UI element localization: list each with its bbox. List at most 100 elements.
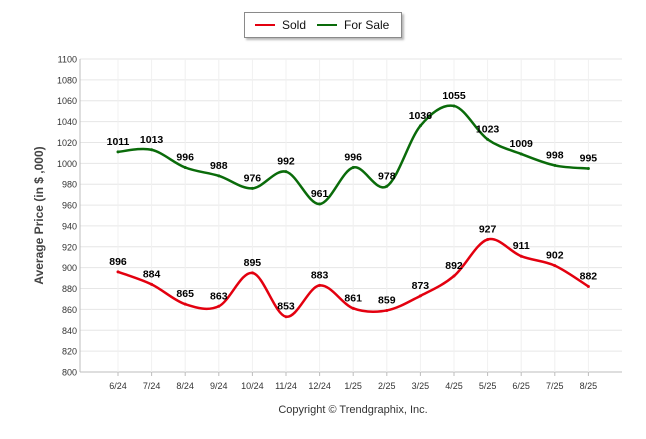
data-point-for-sale [418, 124, 422, 128]
data-point-for-sale [284, 170, 288, 174]
data-label-for-sale: 998 [546, 149, 564, 161]
data-label-sold: 911 [513, 240, 530, 252]
data-point-sold [351, 306, 355, 310]
y-tick-label: 820 [62, 347, 77, 357]
data-label-sold: 873 [412, 280, 430, 292]
data-label-for-sale: 1013 [140, 134, 164, 146]
data-point-for-sale [183, 166, 187, 170]
copyright-text: Copyright © Trendgraphix, Inc. [278, 404, 427, 416]
x-tick-label: 8/25 [580, 381, 598, 391]
data-point-sold [418, 294, 422, 298]
legend-swatch-for-sale [317, 24, 337, 26]
x-tick-label: 2/25 [378, 381, 396, 391]
data-point-sold [519, 254, 523, 258]
data-label-sold: 895 [244, 257, 262, 269]
x-tick-label: 5/25 [479, 381, 497, 391]
y-tick-label: 920 [62, 242, 77, 252]
data-label-sold: 883 [311, 269, 329, 281]
x-tick-label: 11/24 [275, 381, 297, 391]
data-label-for-sale: 995 [580, 153, 598, 165]
data-point-for-sale [250, 186, 254, 190]
data-label-for-sale: 976 [244, 172, 262, 184]
x-tick-label: 1/25 [344, 381, 362, 391]
data-label-for-sale: 1011 [107, 136, 130, 148]
y-tick-label: 1040 [57, 117, 77, 127]
x-tick-label: 6/24 [109, 381, 127, 391]
data-point-for-sale [318, 202, 322, 206]
y-tick-label: 1020 [57, 138, 77, 148]
data-point-sold [217, 304, 221, 308]
data-label-for-sale: 978 [378, 170, 396, 182]
data-point-for-sale [217, 174, 221, 178]
data-point-sold [116, 270, 120, 274]
legend-label-sold: Sold [282, 18, 307, 32]
data-label-sold: 896 [109, 256, 127, 268]
data-label-for-sale: 988 [210, 160, 228, 172]
data-point-for-sale [150, 148, 154, 152]
y-tick-label: 980 [62, 180, 77, 190]
data-label-for-sale: 996 [176, 152, 194, 164]
x-tick-label: 7/25 [546, 381, 564, 391]
x-tick-label: 10/24 [241, 381, 264, 391]
data-label-sold: 853 [277, 301, 295, 313]
y-tick-label: 1080 [57, 75, 77, 85]
y-axis-title: Average Price (in $ ,000) [32, 146, 46, 284]
data-point-for-sale [553, 163, 557, 167]
data-point-sold [150, 282, 154, 286]
data-point-sold [183, 302, 187, 306]
data-label-for-sale: 1055 [442, 90, 466, 102]
data-label-for-sale: 996 [344, 152, 362, 164]
data-point-sold [250, 271, 254, 275]
data-point-sold [553, 264, 557, 268]
data-point-sold [452, 274, 456, 278]
data-label-for-sale: 992 [277, 156, 295, 168]
data-point-for-sale [385, 184, 389, 188]
data-label-sold: 882 [580, 270, 598, 282]
data-point-sold [318, 283, 322, 287]
data-point-sold [486, 237, 490, 241]
data-point-for-sale [486, 137, 490, 141]
data-point-for-sale [116, 150, 120, 154]
data-label-sold: 863 [210, 290, 228, 302]
data-label-for-sale: 1036 [409, 110, 433, 122]
y-tick-label: 1060 [57, 96, 77, 106]
data-point-for-sale [519, 152, 523, 156]
x-tick-label: 4/25 [445, 381, 463, 391]
y-tick-label: 880 [62, 284, 77, 294]
y-tick-label: 860 [62, 305, 77, 315]
legend-item-for-sale: For Sale [317, 13, 389, 37]
x-tick-label: 6/25 [512, 381, 530, 391]
y-tick-label: 840 [62, 326, 77, 336]
legend-swatch-sold [255, 24, 275, 26]
y-tick-label: 800 [62, 368, 77, 378]
data-point-for-sale [452, 104, 456, 108]
legend-label-for-sale: For Sale [344, 18, 390, 32]
data-label-for-sale: 1009 [510, 138, 534, 150]
data-point-sold [385, 308, 389, 312]
legend-item-sold: Sold [255, 13, 306, 37]
y-tick-label: 940 [62, 221, 77, 231]
y-tick-label: 1000 [57, 159, 77, 169]
x-tick-label: 8/24 [176, 381, 194, 391]
y-tick-label: 960 [62, 201, 77, 211]
x-tick-label: 3/25 [412, 381, 430, 391]
x-tick-label: 7/24 [143, 381, 161, 391]
data-label-for-sale: 1023 [476, 123, 500, 135]
y-tick-label: 900 [62, 263, 77, 273]
legend: Sold For Sale [244, 12, 402, 38]
data-label-sold: 892 [445, 260, 463, 272]
data-label-sold: 861 [344, 292, 362, 304]
data-point-sold [284, 315, 288, 319]
data-label-sold: 884 [143, 268, 161, 280]
data-point-for-sale [586, 167, 590, 171]
data-label-sold: 927 [479, 223, 497, 235]
data-point-for-sale [351, 166, 355, 170]
data-point-sold [586, 284, 590, 288]
y-tick-label: 1100 [58, 55, 77, 65]
data-label-for-sale: 961 [311, 188, 329, 200]
x-tick-label: 9/24 [210, 381, 228, 391]
data-label-sold: 902 [546, 250, 564, 262]
x-tick-label: 12/24 [308, 381, 331, 391]
